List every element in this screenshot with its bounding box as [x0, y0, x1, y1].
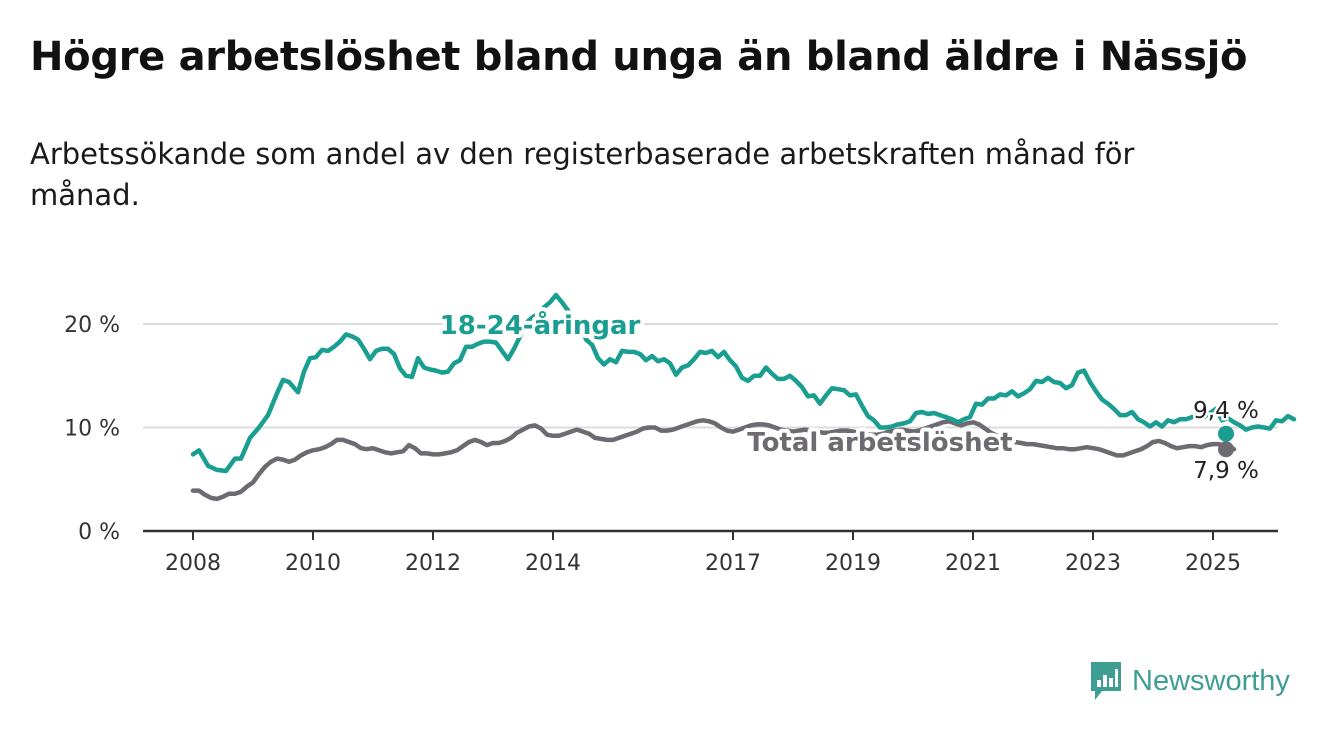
x-tick-label: 2010	[285, 551, 341, 576]
x-tick-label: 2008	[165, 551, 221, 576]
x-tick-label: 2012	[405, 551, 461, 576]
x-tick-label: 2019	[825, 551, 881, 576]
x-tick-label: 2023	[1065, 551, 1121, 576]
y-tick-label: 0 %	[78, 520, 120, 545]
series-line	[190, 292, 1297, 474]
series-endpoint	[1218, 441, 1234, 458]
y-tick-label: 20 %	[64, 313, 120, 338]
x-tick-label: 2017	[705, 551, 761, 576]
x-tick-label: 2021	[945, 551, 1001, 576]
x-tick-label: 2014	[525, 551, 581, 576]
series-label: 18-24-åringar	[440, 309, 641, 341]
series-endpoint	[1218, 425, 1234, 442]
chart-subtitle: Arbetssökande som andel av den registerb…	[30, 137, 1135, 212]
y-tick-label: 10 %	[64, 417, 120, 442]
x-tick-label: 2025	[1185, 551, 1241, 576]
end-value-label: 7,9 %	[1193, 458, 1259, 484]
series-line	[190, 418, 1237, 502]
series-label: Total arbetslöshet	[747, 428, 1012, 458]
brand-name: Newsworthy	[1132, 664, 1290, 697]
newsworthy-logo-icon	[1091, 662, 1121, 700]
chart-title: Högre arbetslöshet bland unga än bland ä…	[30, 34, 1248, 80]
newsworthy-brand: Newsworthy	[1088, 660, 1290, 702]
end-value-label: 9,4 %	[1193, 398, 1259, 424]
